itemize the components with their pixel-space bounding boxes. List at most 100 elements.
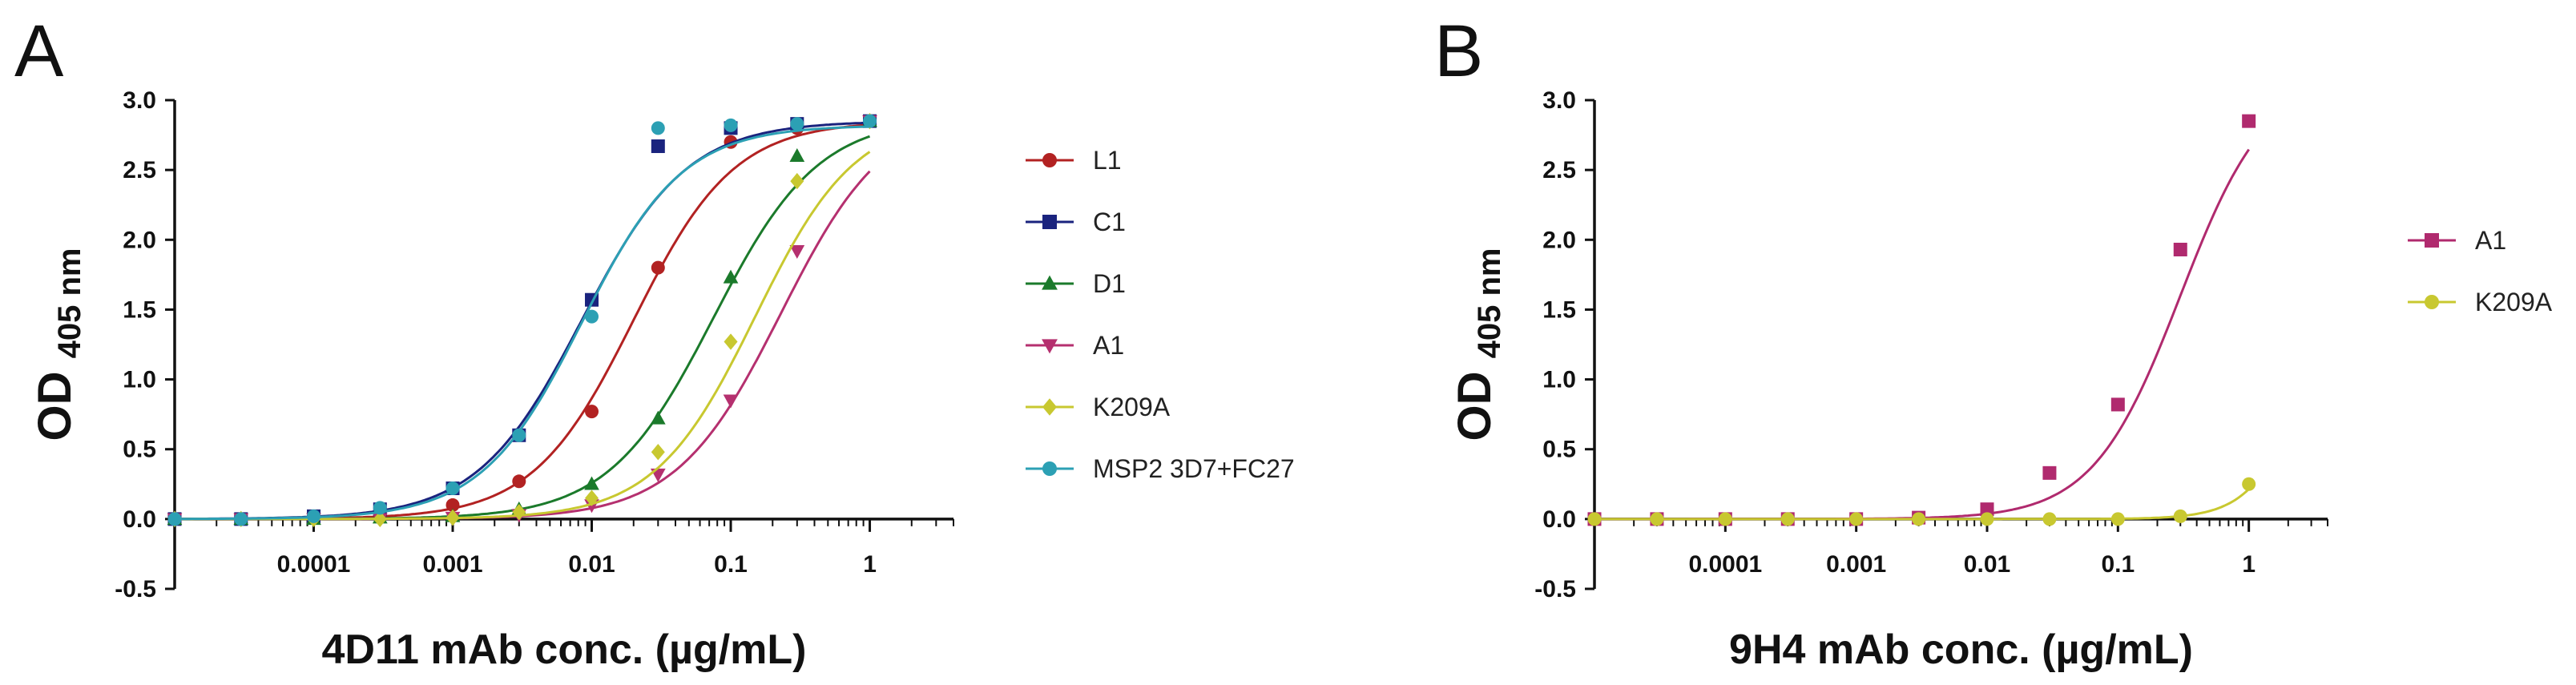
x-tick-label: 0.001 xyxy=(1826,551,1886,578)
data-point xyxy=(723,394,739,409)
x-tick-label: 0.01 xyxy=(1964,551,2010,578)
legend-entry: K209A xyxy=(2408,288,2553,316)
data-point xyxy=(651,444,665,461)
data-point xyxy=(723,269,739,284)
data-point xyxy=(234,512,248,526)
y-tick-label: 0.5 xyxy=(123,437,156,463)
legend-entry: L1 xyxy=(1026,146,1122,175)
y-axis-title: OD 405 nm xyxy=(1449,248,1507,441)
data-point xyxy=(512,428,526,442)
fit-curve xyxy=(175,170,871,521)
x-tick-label: 0.0001 xyxy=(277,551,351,578)
legend-marker xyxy=(2425,295,2439,309)
series-l1 xyxy=(167,114,877,526)
data-point xyxy=(1718,512,1732,526)
legend-marker xyxy=(1042,153,1057,167)
fit-curve xyxy=(175,135,871,521)
y-tick-label: 1.5 xyxy=(1542,296,1576,323)
fit-curve xyxy=(175,123,870,521)
series-a1 xyxy=(1587,114,2256,526)
x-tick-label: 0.1 xyxy=(714,551,748,578)
data-point xyxy=(651,121,665,135)
series-msp2-3d7-fc27 xyxy=(167,114,877,526)
data-point xyxy=(1980,502,1994,517)
series-k209a xyxy=(167,112,877,528)
data-point xyxy=(2042,512,2057,526)
legend-entry: K209A xyxy=(1026,393,1171,421)
data-point xyxy=(724,333,738,350)
data-point xyxy=(651,139,665,154)
fit-curve xyxy=(1594,148,2250,521)
fit-curve xyxy=(175,121,870,521)
y-axis-title-main: OD xyxy=(1449,358,1501,441)
y-tick-label: 2.0 xyxy=(123,227,156,253)
legend-marker xyxy=(1042,215,1057,229)
data-point xyxy=(445,509,460,526)
legend-label: K209A xyxy=(2475,288,2553,316)
data-point xyxy=(2173,509,2187,523)
legend-label: A1 xyxy=(2475,226,2506,255)
panel-label: A xyxy=(14,10,64,92)
data-point xyxy=(2110,512,2125,526)
data-point xyxy=(724,118,738,132)
x-tick-label: 0.0001 xyxy=(1688,551,1762,578)
x-tick-label: 0.001 xyxy=(422,551,482,578)
y-tick-label: 1.0 xyxy=(1542,367,1576,393)
legend-entry: A1 xyxy=(2408,226,2506,255)
data-point xyxy=(585,405,599,419)
x-axis-title: 9H4 mAb conc. (µg/mL) xyxy=(1729,627,2193,673)
legend-label: C1 xyxy=(1093,208,1126,236)
legend-label: MSP2 3D7+FC27 xyxy=(1093,454,1295,483)
legend-label: A1 xyxy=(1093,331,1124,360)
legend-marker xyxy=(1042,339,1058,354)
data-point xyxy=(789,245,805,260)
legend-entry: D1 xyxy=(1026,269,1126,298)
panel-b: B -0.5 0.0 0.5 1.0 1.5 2.0 2.5 3.0 0.0001 0.001 0.0… xyxy=(1434,10,2553,673)
panel-label: B xyxy=(1434,10,1483,92)
data-point xyxy=(1780,512,1795,526)
data-point xyxy=(863,114,877,128)
data-point xyxy=(167,512,182,526)
legend-marker xyxy=(1042,461,1057,476)
data-point xyxy=(1980,512,1994,526)
y-tick-label: 3.0 xyxy=(123,87,156,114)
data-point xyxy=(789,147,805,162)
x-tick-label: 0.1 xyxy=(2101,551,2135,578)
y-tick-label: -0.5 xyxy=(115,576,156,602)
y-tick-label: 2.5 xyxy=(123,157,156,183)
legend-label: K209A xyxy=(1093,393,1171,421)
x-tick-label: 0.01 xyxy=(568,551,615,578)
y-axis-title-sub: 405 nm xyxy=(1472,248,1507,359)
panel-a: A -0.5 0.0 0.5 1.0 1.5 2.0 2.5 3.0 0.0001 0.001 0.0… xyxy=(14,10,1295,673)
legend-marker xyxy=(2425,233,2439,248)
data-point xyxy=(2242,477,2256,491)
data-point xyxy=(512,503,526,521)
data-point xyxy=(307,509,321,523)
data-point xyxy=(585,309,599,324)
legend-marker xyxy=(1042,275,1058,290)
data-point xyxy=(2173,242,2187,256)
data-point xyxy=(1912,512,1926,526)
x-axis-title: 4D11 mAb conc. (µg/mL) xyxy=(322,627,807,673)
series-c1 xyxy=(167,114,877,526)
data-point xyxy=(445,498,460,512)
y-tick-label: 3.0 xyxy=(1542,87,1576,114)
fit-curve xyxy=(175,125,870,521)
legend-entry: C1 xyxy=(1026,208,1126,236)
data-point xyxy=(790,172,804,190)
data-point xyxy=(373,510,387,528)
data-point xyxy=(1849,512,1864,526)
data-point xyxy=(1650,512,1664,526)
legend-label: D1 xyxy=(1093,269,1126,298)
fit-curve xyxy=(175,151,871,521)
y-tick-label: 0.0 xyxy=(1542,506,1576,533)
data-point xyxy=(2242,114,2256,128)
legend-entry: MSP2 3D7+FC27 xyxy=(1026,454,1295,483)
data-point xyxy=(651,260,665,275)
y-tick-label: 0.0 xyxy=(123,506,156,533)
y-tick-label: 0.5 xyxy=(1542,437,1576,463)
legend-entry: A1 xyxy=(1026,331,1124,360)
y-axis-title-sub: 405 nm xyxy=(52,248,87,359)
legend-label: L1 xyxy=(1093,146,1122,175)
